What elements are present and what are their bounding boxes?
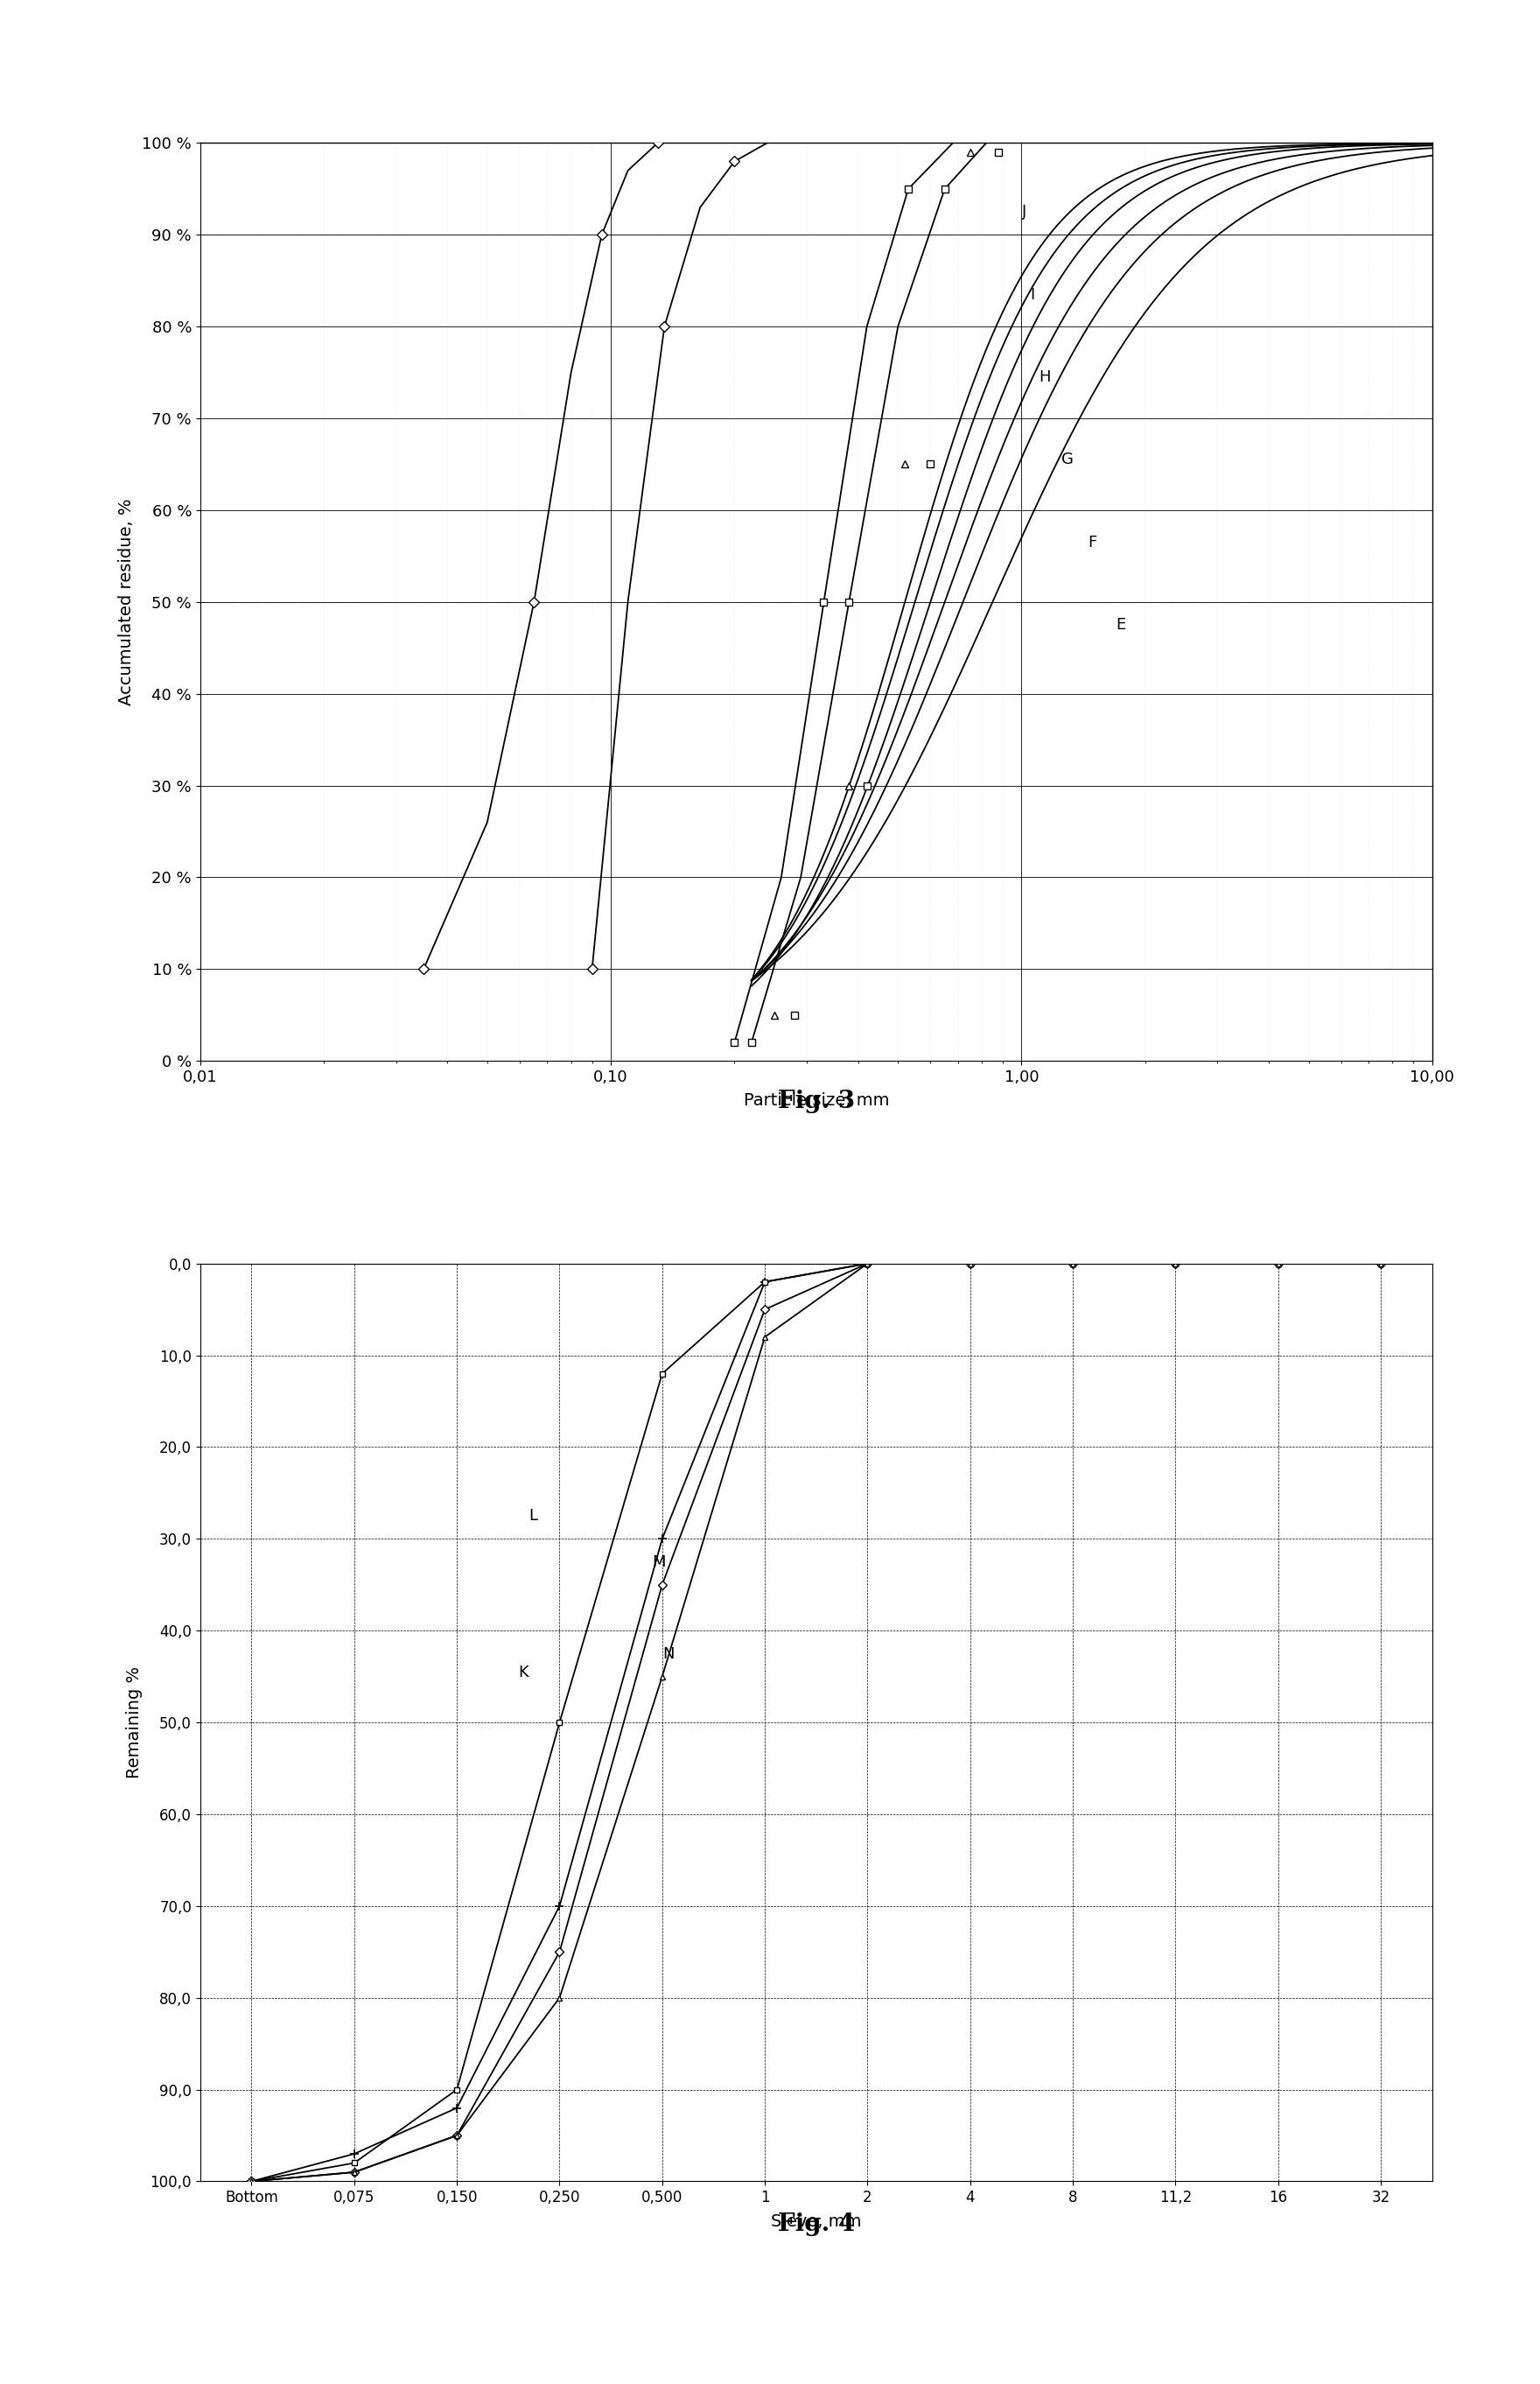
Text: H: H: [1038, 370, 1050, 386]
Text: N: N: [662, 1645, 675, 1662]
Text: M: M: [651, 1554, 665, 1571]
X-axis label: Sieve, mm: Sieve, mm: [772, 2212, 861, 2229]
X-axis label: Particle size, mm: Particle size, mm: [744, 1092, 889, 1109]
Text: Fig. 4: Fig. 4: [778, 2212, 855, 2236]
Text: L: L: [528, 1509, 537, 1523]
Text: F: F: [1087, 534, 1096, 551]
Text: J: J: [1021, 205, 1026, 219]
Text: I: I: [1030, 286, 1035, 303]
Text: G: G: [1061, 453, 1073, 467]
Text: E: E: [1116, 617, 1126, 634]
Y-axis label: Accumulated residue, %: Accumulated residue, %: [119, 498, 134, 706]
Y-axis label: Remaining %: Remaining %: [126, 1666, 143, 1778]
Text: K: K: [519, 1664, 528, 1681]
Text: Fig. 3: Fig. 3: [778, 1089, 855, 1113]
